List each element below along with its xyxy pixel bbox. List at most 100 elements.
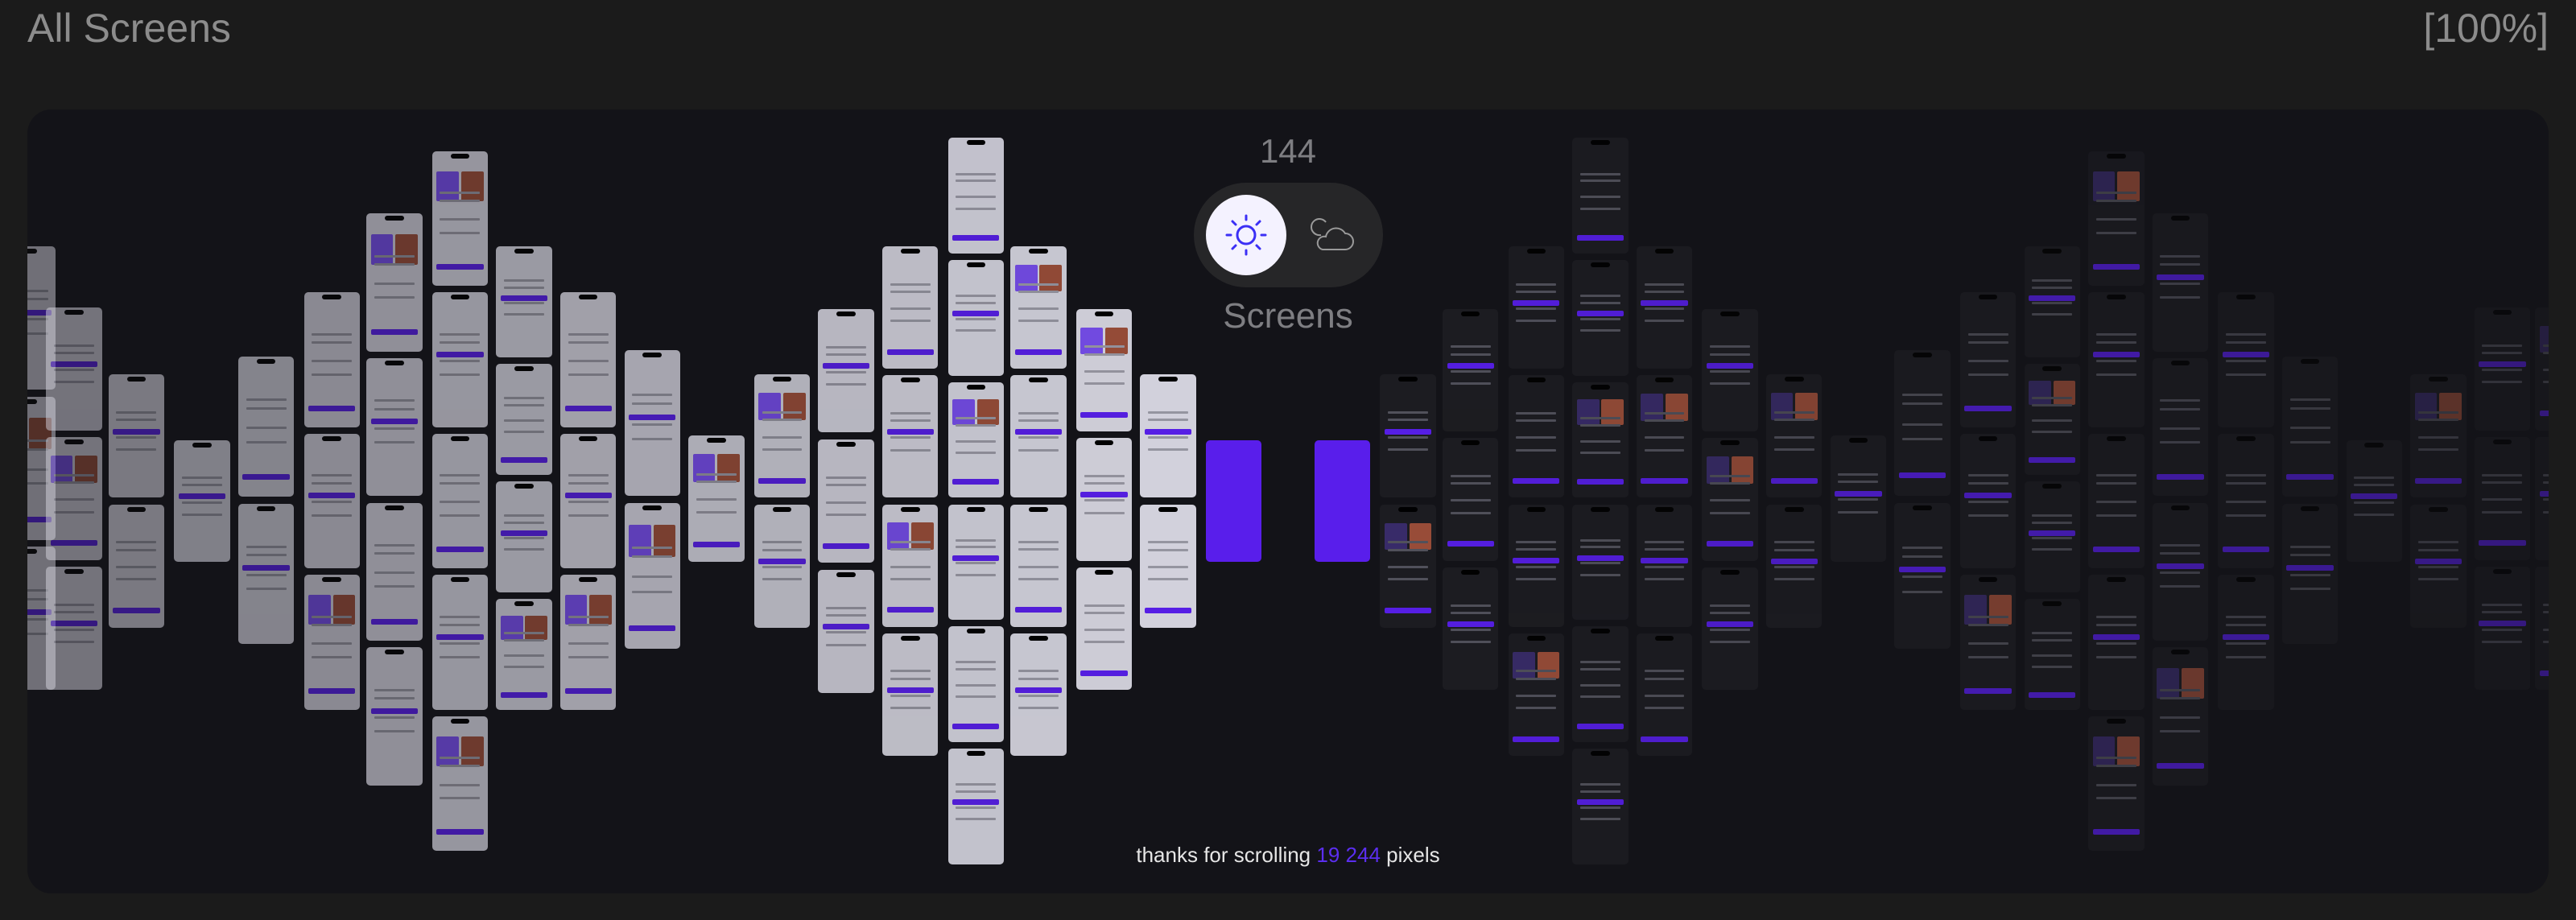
screen-thumbnail[interactable] [559, 433, 617, 569]
screen-thumbnail[interactable] [882, 504, 939, 627]
screen-thumbnail[interactable] [947, 260, 1005, 376]
screen-thumbnail[interactable] [366, 213, 423, 352]
screen-thumbnail[interactable] [818, 439, 874, 563]
screen-thumbnail[interactable] [2088, 716, 2145, 852]
screen-thumbnail[interactable] [2152, 357, 2209, 497]
screen-thumbnail[interactable] [1314, 439, 1371, 563]
screen-thumbnail[interactable] [947, 138, 1005, 254]
screen-thumbnail[interactable] [2281, 356, 2339, 497]
light-mode-option[interactable] [1206, 195, 1286, 275]
screen-thumbnail[interactable] [496, 598, 552, 710]
screen-thumbnail[interactable] [1380, 504, 1436, 628]
screen-thumbnail[interactable] [1508, 246, 1565, 369]
screen-thumbnail[interactable] [2024, 364, 2080, 475]
screen-thumbnail[interactable] [624, 349, 680, 497]
screen-thumbnail[interactable] [1636, 633, 1693, 756]
screen-thumbnail[interactable] [2152, 213, 2209, 352]
screen-thumbnail[interactable] [2218, 292, 2274, 427]
screen-thumbnail[interactable] [1959, 292, 2017, 427]
screen-thumbnail[interactable] [2346, 439, 2402, 563]
screen-thumbnail[interactable] [2410, 374, 2467, 498]
screen-thumbnail[interactable] [882, 633, 939, 756]
screen-thumbnail[interactable] [2088, 151, 2145, 287]
screen-thumbnail[interactable] [1830, 435, 1887, 563]
screen-thumbnail[interactable] [303, 575, 360, 710]
screen-thumbnail[interactable] [366, 502, 423, 641]
screen-thumbnail[interactable] [1572, 138, 1629, 254]
screen-thumbnail[interactable] [818, 308, 874, 433]
screen-thumbnail[interactable] [303, 292, 360, 427]
screen-thumbnail[interactable] [1442, 567, 1499, 691]
screen-thumbnail[interactable] [559, 575, 617, 710]
screen-thumbnail[interactable] [237, 356, 295, 497]
screen-thumbnail[interactable] [2535, 567, 2549, 691]
screen-thumbnail[interactable] [431, 716, 489, 852]
theme-toggle[interactable] [1194, 183, 1383, 287]
screen-thumbnail[interactable] [1010, 504, 1067, 627]
screen-thumbnail[interactable] [174, 439, 230, 563]
screen-thumbnail[interactable] [1442, 438, 1499, 561]
screen-thumbnail[interactable] [1636, 504, 1693, 627]
screen-thumbnail[interactable] [366, 647, 423, 786]
screen-thumbnail[interactable] [431, 292, 489, 427]
screen-thumbnail[interactable] [431, 433, 489, 569]
screen-thumbnail[interactable] [108, 504, 165, 628]
screen-thumbnail[interactable] [688, 435, 745, 563]
screen-thumbnail[interactable] [366, 357, 423, 497]
screen-thumbnail[interactable] [1702, 438, 1758, 561]
screen-thumbnail[interactable] [1766, 374, 1823, 498]
screen-thumbnail[interactable] [2024, 598, 2080, 710]
screen-thumbnail[interactable] [2474, 436, 2531, 560]
screen-thumbnail[interactable] [2218, 575, 2274, 710]
screen-thumbnail[interactable] [1894, 502, 1951, 650]
screen-thumbnail[interactable] [1075, 567, 1133, 691]
screen-thumbnail[interactable] [1636, 375, 1693, 498]
screen-thumbnail[interactable] [1075, 308, 1133, 432]
zoom-level[interactable]: [100%] [2423, 6, 2549, 51]
screen-thumbnail[interactable] [2152, 502, 2209, 641]
screen-thumbnail[interactable] [1010, 633, 1067, 756]
screen-thumbnail[interactable] [2535, 436, 2549, 560]
screen-thumbnail[interactable] [1572, 626, 1629, 742]
screen-thumbnail[interactable] [303, 433, 360, 569]
screen-thumbnail[interactable] [1140, 374, 1196, 498]
screen-thumbnail[interactable] [1075, 438, 1133, 561]
screen-thumbnail[interactable] [27, 246, 56, 390]
screen-thumbnail[interactable] [27, 546, 56, 691]
screen-thumbnail[interactable] [624, 502, 680, 650]
screen-thumbnail[interactable] [46, 567, 102, 691]
screen-thumbnail[interactable] [431, 151, 489, 287]
screen-thumbnail[interactable] [27, 396, 56, 540]
screen-thumbnail[interactable] [1140, 504, 1196, 628]
screen-thumbnail[interactable] [2152, 647, 2209, 786]
moon-cloud-icon[interactable] [1308, 211, 1356, 259]
screen-thumbnail[interactable] [1508, 633, 1565, 756]
screen-thumbnail[interactable] [2474, 567, 2531, 691]
screen-thumbnail[interactable] [882, 375, 939, 498]
screen-thumbnail[interactable] [2281, 503, 2339, 645]
screen-thumbnail[interactable] [1380, 374, 1436, 498]
screen-thumbnail[interactable] [1010, 375, 1067, 498]
screen-thumbnail[interactable] [818, 569, 874, 694]
screen-thumbnail[interactable] [947, 382, 1005, 498]
screen-thumbnail[interactable] [559, 292, 617, 427]
screen-thumbnail[interactable] [2088, 433, 2145, 569]
screen-thumbnail[interactable] [1702, 308, 1758, 432]
screen-thumbnail[interactable] [1206, 439, 1262, 563]
screen-thumbnail[interactable] [46, 436, 102, 560]
screen-thumbnail[interactable] [2024, 246, 2080, 357]
screen-thumbnail[interactable] [1702, 567, 1758, 691]
screen-thumbnail[interactable] [947, 504, 1005, 621]
screen-thumbnail[interactable] [1636, 246, 1693, 369]
screen-thumbnail[interactable] [496, 364, 552, 475]
screen-thumbnail[interactable] [1572, 382, 1629, 498]
screen-thumbnail[interactable] [1508, 504, 1565, 627]
screen-thumbnail[interactable] [2535, 307, 2549, 431]
screen-thumbnail[interactable] [947, 626, 1005, 742]
screen-thumbnail[interactable] [108, 374, 165, 498]
screen-thumbnail[interactable] [1442, 308, 1499, 432]
screen-thumbnail[interactable] [46, 307, 102, 431]
screen-thumbnail[interactable] [882, 246, 939, 369]
screen-thumbnail[interactable] [2088, 292, 2145, 427]
screen-thumbnail[interactable] [2024, 481, 2080, 592]
